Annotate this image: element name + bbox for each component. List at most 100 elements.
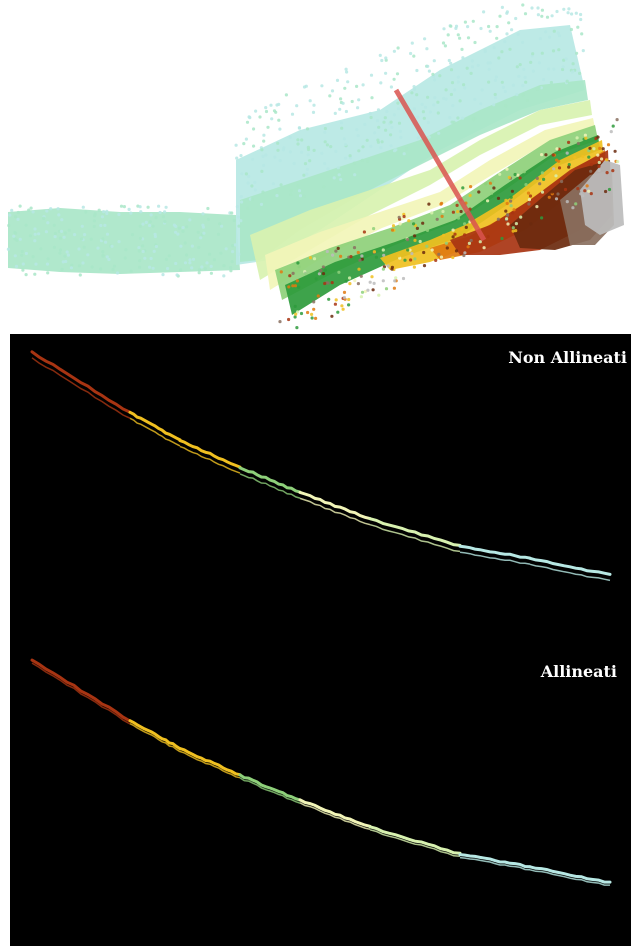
cloud-point (201, 212, 205, 216)
cloud-point (597, 164, 601, 168)
cloud-point (42, 216, 46, 220)
cloud-point (518, 176, 522, 180)
cloud-point (235, 156, 239, 160)
cloud-point (104, 240, 108, 244)
cloud-point (561, 67, 565, 72)
cloud-point (521, 40, 525, 45)
cloud-point (179, 244, 183, 248)
cloud-point (143, 256, 147, 260)
cloud-point (379, 81, 383, 85)
cloud-point (99, 223, 103, 228)
cloud-point (270, 117, 274, 121)
cloud-point (335, 78, 340, 82)
cloud-point (398, 129, 402, 133)
cloud-point (380, 140, 384, 144)
cloud-point (191, 257, 196, 261)
cloud-point (297, 126, 301, 130)
profile-segment-secondary (239, 473, 301, 499)
cloud-point (233, 243, 237, 247)
profile-segment-secondary (299, 497, 371, 526)
cloud-point (102, 210, 106, 214)
cloud-point (12, 234, 16, 238)
cloud-point (60, 267, 64, 271)
cloud-point (565, 200, 569, 204)
cloud-point (107, 257, 111, 262)
cloud-point (288, 274, 292, 278)
cloud-point (183, 261, 188, 265)
cloud-point (28, 234, 32, 238)
cloud-point (435, 217, 439, 221)
cloud-point (239, 219, 243, 223)
cloud-point (239, 195, 243, 199)
elevation-band (580, 160, 624, 235)
cloud-point (393, 279, 397, 283)
cloud-point (151, 266, 155, 270)
cloud-point (290, 112, 295, 116)
cloud-point (357, 149, 361, 153)
cloud-point (137, 249, 141, 253)
cloud-point (99, 267, 103, 271)
cloud-point (163, 220, 167, 224)
cloud-point (65, 250, 69, 254)
cloud-point (141, 249, 145, 254)
cloud-point (252, 127, 256, 131)
cloud-point (540, 14, 544, 18)
cloud-point (567, 165, 571, 169)
cloud-point (298, 194, 303, 198)
cloud-point (252, 144, 256, 148)
cloud-point (342, 137, 346, 141)
cloud-point (442, 233, 446, 237)
cloud-point (538, 37, 543, 41)
cloud-point (510, 28, 514, 32)
cloud-point (149, 256, 153, 261)
cloud-point (93, 212, 97, 216)
cloud-point (470, 65, 475, 69)
cloud-point (103, 223, 107, 227)
cloud-point (177, 226, 181, 230)
cloud-point (161, 273, 165, 277)
cloud-point (536, 6, 540, 10)
cloud-point (471, 116, 475, 121)
cloud-point (571, 62, 575, 66)
cloud-point (473, 97, 477, 101)
cloud-point (573, 155, 577, 160)
cloud-point (581, 154, 585, 159)
cloud-point (188, 218, 192, 222)
cloud-point (492, 46, 496, 50)
cloud-point (515, 93, 519, 97)
cloud-point (302, 173, 306, 177)
cloud-point (504, 198, 508, 202)
cloud-point (163, 210, 167, 214)
cloud-point (100, 215, 104, 219)
cloud-point (479, 26, 483, 31)
cloud-point (328, 94, 332, 98)
cloud-point (341, 307, 345, 311)
cloud-point (272, 109, 277, 113)
cloud-point (412, 107, 417, 111)
cloud-point (403, 258, 407, 262)
cloud-point (174, 230, 178, 234)
cloud-point (478, 240, 482, 244)
cloud-point (311, 110, 316, 114)
cloud-point (409, 258, 413, 262)
cloud-point (202, 231, 206, 235)
cloud-point (262, 163, 266, 167)
cloud-point (352, 161, 357, 165)
cloud-point (557, 34, 562, 38)
cloud-point (325, 143, 329, 147)
cloud-point (466, 36, 471, 40)
cloud-point (355, 84, 359, 88)
cloud-point (413, 257, 417, 261)
cloud-point (67, 228, 71, 232)
cloud-point (276, 148, 280, 152)
cloud-point (188, 258, 192, 262)
cloud-point (396, 107, 401, 111)
cloud-point (231, 250, 235, 254)
cloud-point (237, 252, 241, 256)
cloud-point (425, 47, 429, 51)
cloud-point (402, 152, 406, 156)
cloud-point (512, 208, 516, 212)
cloud-point (425, 244, 429, 248)
cloud-point (397, 215, 401, 219)
cloud-point (413, 238, 417, 242)
